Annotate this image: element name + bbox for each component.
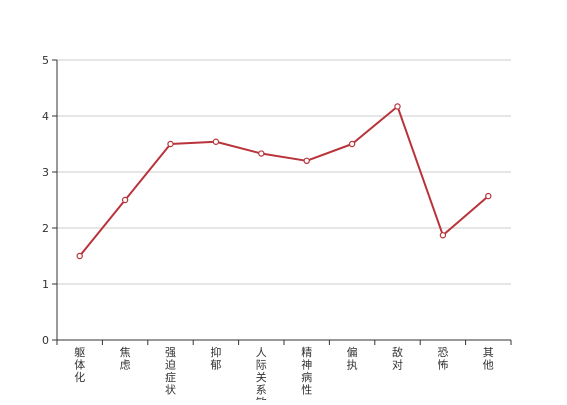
data-point: [76, 252, 83, 260]
x-tick-label: 抑郁: [210, 345, 221, 372]
x-tick-label: 恐怖: [437, 346, 448, 372]
x-tick-label: 其他: [483, 346, 494, 372]
x-tick-label: 躯体化: [74, 346, 85, 384]
data-point: [167, 140, 174, 148]
data-point: [485, 192, 492, 200]
x-tick-label: 人际关系敏感: [256, 346, 267, 400]
y-tick-label: 0: [42, 334, 49, 347]
y-tick-label: 3: [42, 166, 49, 179]
data-point: [212, 138, 220, 145]
x-tick-label: 精神病性: [301, 346, 312, 397]
y-tick-label: 1: [42, 278, 49, 291]
gridlines: [57, 59, 511, 285]
x-tick-label: 敌对: [392, 345, 403, 372]
data-point: [394, 103, 401, 110]
y-tick-label: 4: [42, 110, 49, 123]
data-point: [439, 232, 447, 239]
data-point: [303, 157, 310, 164]
data-point: [348, 140, 356, 148]
y-tick-label: 5: [42, 54, 49, 67]
data-point: [258, 150, 265, 157]
axes: 0 1 2 3 4 5 躯体化 焦虑 强迫症状 抑郁 人际关系敏感 精神病性 偏执 敌对 恐怖 其他: [42, 54, 512, 405]
x-tick-label: 偏执: [347, 345, 358, 372]
x-tick-label: 焦虑: [120, 346, 131, 372]
x-tick-label: 强迫症状: [165, 346, 176, 397]
series-line: [78, 105, 489, 257]
series: [76, 103, 492, 260]
y-tick-label: 2: [42, 222, 49, 235]
data-point: [121, 196, 129, 204]
